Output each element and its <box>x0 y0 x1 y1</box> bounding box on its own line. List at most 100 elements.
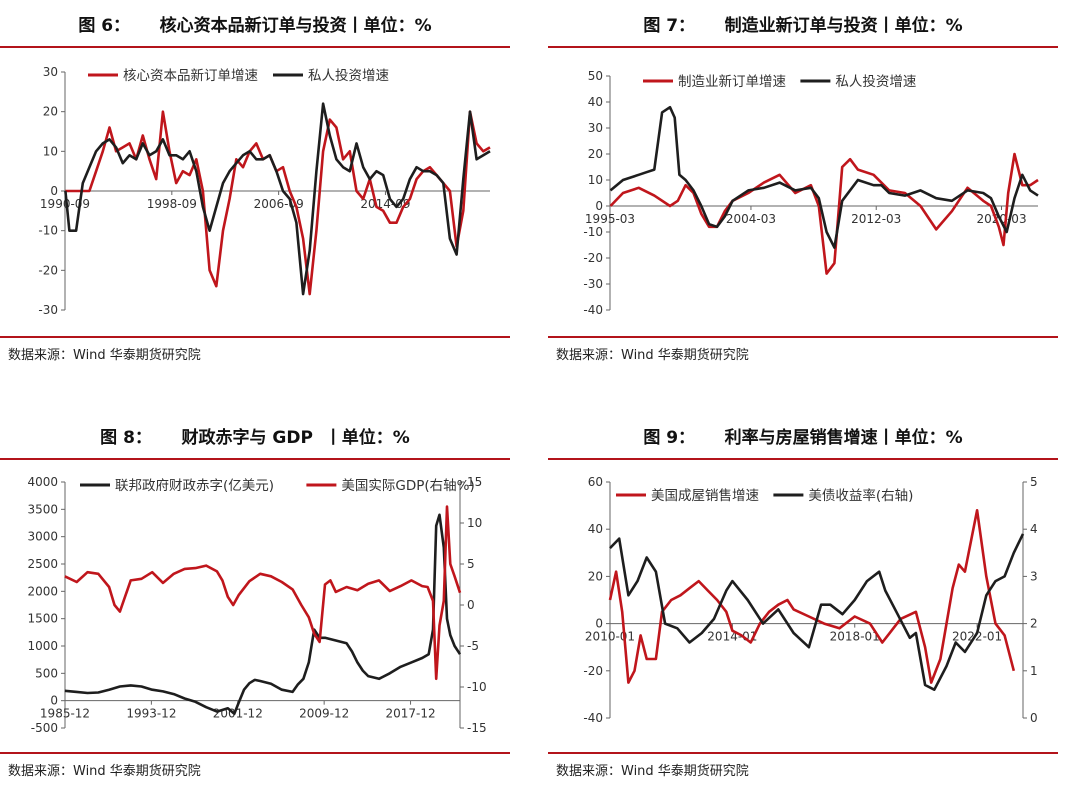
y-tick-label: 10 <box>588 173 603 187</box>
figure-9-title: 图 9： 利率与房屋销售增速丨单位：% <box>643 428 963 448</box>
y-tick-label: 40 <box>588 95 603 109</box>
figure-6-top-rule <box>0 46 510 48</box>
y-tick-label: 10 <box>43 144 58 158</box>
y-tick-label: -30 <box>38 303 58 317</box>
series-line-a <box>65 110 491 296</box>
legend-label: 美债收益率(右轴) <box>808 487 913 504</box>
series-line-b <box>64 102 491 296</box>
figure-9-top-rule <box>548 458 1058 460</box>
y2-tick-label: 0 <box>1030 711 1038 725</box>
y-tick-label: 3500 <box>27 502 58 516</box>
figure-8-bottom-rule <box>0 752 510 754</box>
y2-tick-label: 2 <box>1030 617 1038 631</box>
legend-label: 核心资本品新订单增速 <box>123 68 258 84</box>
figure-7-top-rule <box>548 46 1058 48</box>
x-tick-label: 1990-09 <box>40 197 90 211</box>
x-tick-label: 2022-01 <box>952 630 1002 644</box>
y2-tick-label: 15 <box>467 475 482 489</box>
x-tick-label: 2001-12 <box>213 707 263 721</box>
y-tick-label: 30 <box>588 121 603 135</box>
y2-tick-label: 10 <box>467 516 482 530</box>
y-tick-label: 2000 <box>27 584 58 598</box>
y-tick-label: 0 <box>595 617 603 631</box>
y-tick-label: 2500 <box>27 557 58 571</box>
y2-tick-label: 0 <box>467 598 475 612</box>
y-tick-label: -40 <box>583 711 603 725</box>
figure-6-bottom-rule <box>0 336 510 338</box>
x-tick-label: 2012-03 <box>851 212 901 226</box>
x-tick-label: 2004-03 <box>726 212 776 226</box>
figure-7-chart: -40 -30 -20 -10 0 10 20 30 40 50 1995-03 2004-03 201… <box>583 69 1039 317</box>
x-tick-label: 1995-03 <box>585 212 635 226</box>
y2-tick-label: 5 <box>467 557 475 571</box>
y-tick-label: 30 <box>43 65 58 79</box>
y-tick-label: 40 <box>588 522 603 536</box>
x-tick-label: 2014-01 <box>707 630 757 644</box>
legend-label: 制造业新订单增速 <box>678 74 786 90</box>
x-tick-label: 2010-01 <box>585 630 635 644</box>
y2-tick-label: -10 <box>467 680 487 694</box>
y-tick-label: -20 <box>583 664 603 678</box>
y-tick-label: 20 <box>588 147 603 161</box>
legend-label: 美国实际GDP(右轴%) <box>341 478 474 494</box>
figure-8-title: 图 8： 财政赤字与 GDP 丨单位：% <box>100 428 410 448</box>
y-tick-label: 1000 <box>27 639 58 653</box>
y2-tick-label: 4 <box>1030 522 1038 536</box>
y-tick-label: 60 <box>588 475 603 489</box>
y-tick-label: -40 <box>583 303 603 317</box>
y-tick-label: 20 <box>43 105 58 119</box>
figure-8-chart: -500 0 500 1000 1500 2000 2500 3000 3500 4000 -15 -… <box>27 475 487 735</box>
series-line-a <box>609 152 1039 275</box>
y2-tick-label: -15 <box>467 721 487 735</box>
y-tick-label: 0 <box>595 199 603 213</box>
legend-label: 联邦政府财政赤字(亿美元) <box>115 478 274 494</box>
figure-7-source: 数据来源：Wind 华泰期货研究院 <box>556 348 749 363</box>
y-tick-label: 1500 <box>27 612 58 626</box>
y-tick-label: -20 <box>583 251 603 265</box>
figure-7-title: 图 7： 制造业新订单与投资丨单位：% <box>643 16 963 36</box>
y2-tick-label: 5 <box>1030 475 1038 489</box>
x-tick-label: 2017-12 <box>385 707 435 721</box>
figure-9-chart: -40 -20 0 20 40 60 0 1 2 3 4 5 2010-01 2014-01 2018-01… <box>583 475 1038 725</box>
x-tick-label: 1998-09 <box>147 197 197 211</box>
y2-tick-label: -5 <box>467 639 479 653</box>
y2-tick-label: 3 <box>1030 569 1038 583</box>
legend-label: 私人投资增速 <box>835 74 916 90</box>
y-tick-label: 0 <box>50 184 58 198</box>
series-line-b <box>609 105 1039 249</box>
y-tick-label: -10 <box>583 225 603 239</box>
figure-8-panel: 图 8： 财政赤字与 GDP 丨单位：% -500 0 500 1000 1500 200… <box>0 412 510 792</box>
y-tick-label: 500 <box>35 666 58 680</box>
figure-8-source: 数据来源：Wind 华泰期货研究院 <box>8 764 201 779</box>
y-tick-label: 20 <box>588 569 603 583</box>
y-tick-label: 50 <box>588 69 603 83</box>
figure-9-panel: 图 9： 利率与房屋销售增速丨单位：% -40 -20 0 20 40 60 0 1 2 3 4 5 2… <box>548 412 1058 792</box>
x-tick-label: 2009-12 <box>299 707 349 721</box>
series-line-a <box>64 513 462 716</box>
figure-7-panel: 图 7： 制造业新订单与投资丨单位：% -40 -30 -20 -10 0 10 20 30 4… <box>548 0 1058 380</box>
series-line-a <box>608 508 1016 684</box>
x-tick-label: 1993-12 <box>126 707 176 721</box>
x-tick-label: 1985-12 <box>40 707 90 721</box>
figure-6-source: 数据来源：Wind 华泰期货研究院 <box>8 348 201 363</box>
figure-9-bottom-rule <box>548 752 1058 754</box>
y-tick-label: -10 <box>38 224 58 238</box>
figure-9-source: 数据来源：Wind 华泰期货研究院 <box>556 764 749 779</box>
figure-6-panel: 图 6： 核心资本品新订单与投资丨单位：% -30 -20 -10 0 10 20 30 19… <box>0 0 510 380</box>
y-tick-label: -30 <box>583 277 603 291</box>
legend-label: 美国成屋销售增速 <box>651 488 759 504</box>
y2-tick-label: 1 <box>1030 664 1038 678</box>
figure-7-bottom-rule <box>548 336 1058 338</box>
y-tick-label: 0 <box>50 694 58 708</box>
figure-8-top-rule <box>0 458 510 460</box>
series-line-b <box>609 533 1025 691</box>
y-tick-label: 3000 <box>27 530 58 544</box>
series-line-b <box>64 505 462 681</box>
figure-6-title: 图 6： 核心资本品新订单与投资丨单位：% <box>78 16 432 36</box>
legend-label: 私人投资增速 <box>308 68 389 84</box>
y-tick-label: -500 <box>31 721 58 735</box>
x-tick-label: 2018-01 <box>830 630 880 644</box>
y-tick-label: 4000 <box>27 475 58 489</box>
x-tick-label: 2014-09 <box>360 197 410 211</box>
